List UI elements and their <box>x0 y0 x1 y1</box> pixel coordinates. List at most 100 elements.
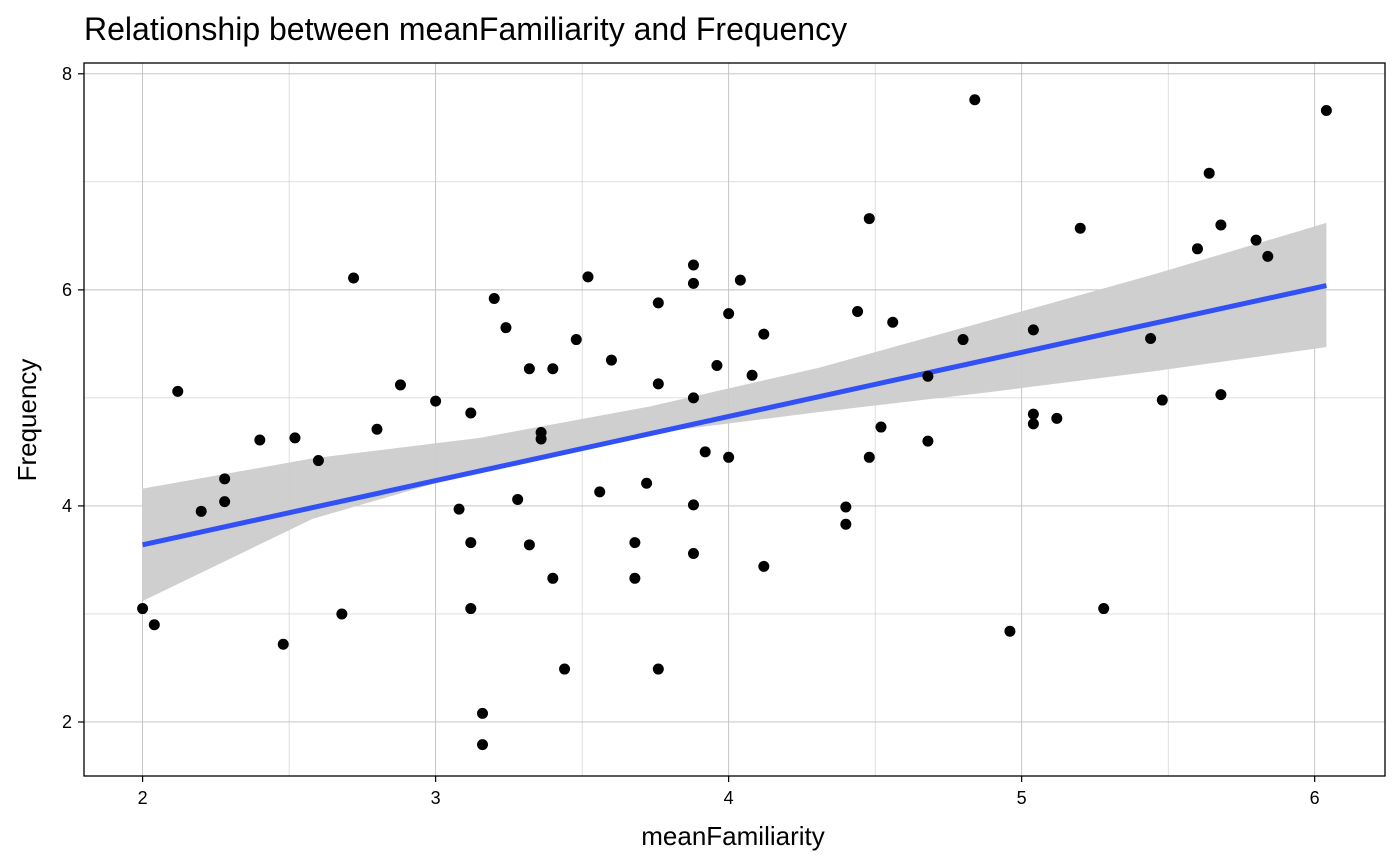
data-point <box>582 271 594 283</box>
y-tick-label: 4 <box>62 496 72 516</box>
data-point <box>512 493 524 505</box>
data-point <box>547 363 559 375</box>
data-points <box>137 94 1332 751</box>
data-point <box>758 328 770 340</box>
y-tick-label: 8 <box>62 64 72 84</box>
data-point <box>746 369 758 381</box>
data-point <box>1027 324 1039 336</box>
data-point <box>723 308 735 320</box>
data-point <box>1074 222 1086 234</box>
data-point <box>477 739 489 751</box>
data-point <box>605 354 617 366</box>
data-point <box>687 547 699 559</box>
data-point <box>1262 250 1274 262</box>
x-tick-label: 3 <box>431 788 441 808</box>
data-point <box>687 259 699 271</box>
data-point <box>547 572 559 584</box>
data-point <box>430 395 442 407</box>
data-point <box>523 363 535 375</box>
data-point <box>652 297 664 309</box>
y-axis-label: Frequency <box>12 359 42 482</box>
chart-title: Relationship between meanFamiliarity and… <box>84 11 847 47</box>
data-point <box>195 505 207 517</box>
data-point <box>652 378 664 390</box>
data-point <box>1191 243 1203 255</box>
data-point <box>758 560 770 572</box>
data-point <box>687 392 699 404</box>
data-point <box>1004 625 1016 637</box>
data-point <box>148 619 160 631</box>
data-point <box>652 663 664 675</box>
data-point <box>687 277 699 289</box>
data-point <box>453 503 465 515</box>
plot-panel-border <box>83 62 1386 777</box>
x-tick-label: 6 <box>1310 788 1320 808</box>
data-point <box>1215 389 1227 401</box>
data-point <box>629 572 641 584</box>
data-point <box>852 305 864 317</box>
data-point <box>863 451 875 463</box>
data-point <box>1250 234 1262 246</box>
data-point <box>394 379 406 391</box>
data-point <box>465 407 477 419</box>
data-point <box>1098 603 1110 615</box>
data-point <box>277 638 289 650</box>
y-axis-ticks: 2 4 6 8 <box>62 64 84 732</box>
data-point <box>687 499 699 511</box>
data-point <box>559 663 571 675</box>
data-point <box>699 446 711 458</box>
data-point <box>371 423 383 435</box>
x-tick-label: 4 <box>724 788 734 808</box>
data-point <box>711 359 723 371</box>
x-axis-label: meanFamiliarity <box>641 821 825 851</box>
data-point <box>1156 394 1168 406</box>
data-point <box>1027 418 1039 430</box>
x-axis-ticks: 2 3 4 5 6 <box>138 776 1320 808</box>
data-point <box>863 213 875 225</box>
data-point <box>523 539 535 551</box>
data-point <box>488 293 500 305</box>
data-point <box>172 385 184 397</box>
data-point <box>723 451 735 463</box>
data-point <box>219 473 231 485</box>
x-tick-label: 2 <box>138 788 148 808</box>
data-point <box>957 334 969 346</box>
data-point <box>465 537 477 549</box>
data-point <box>922 435 934 447</box>
data-point <box>254 434 266 446</box>
data-point <box>629 537 641 549</box>
data-point <box>500 322 512 334</box>
data-point <box>840 501 852 513</box>
data-point <box>922 370 934 382</box>
data-point <box>1051 412 1063 424</box>
y-tick-label: 6 <box>62 280 72 300</box>
data-point <box>594 486 606 498</box>
trend-line <box>142 283 1327 548</box>
data-point <box>1320 105 1332 117</box>
data-point <box>348 272 360 284</box>
x-tick-label: 5 <box>1017 788 1027 808</box>
data-point <box>1145 332 1157 344</box>
data-point <box>312 455 324 467</box>
data-point <box>137 603 149 615</box>
data-point <box>219 496 231 508</box>
data-point <box>887 316 899 328</box>
data-point <box>734 274 746 286</box>
data-point <box>289 432 301 444</box>
data-point <box>1203 167 1215 179</box>
data-point <box>465 603 477 615</box>
data-point <box>1027 408 1039 420</box>
data-point <box>535 433 547 445</box>
data-point <box>875 421 887 433</box>
data-point <box>1215 219 1227 231</box>
y-tick-label: 2 <box>62 712 72 732</box>
confidence-band-group <box>142 222 1327 601</box>
data-point <box>336 608 348 620</box>
data-point <box>641 477 653 489</box>
data-point <box>969 94 981 106</box>
data-point <box>840 518 852 530</box>
confidence-band <box>142 222 1327 601</box>
data-point <box>570 334 582 346</box>
data-point <box>477 707 489 719</box>
